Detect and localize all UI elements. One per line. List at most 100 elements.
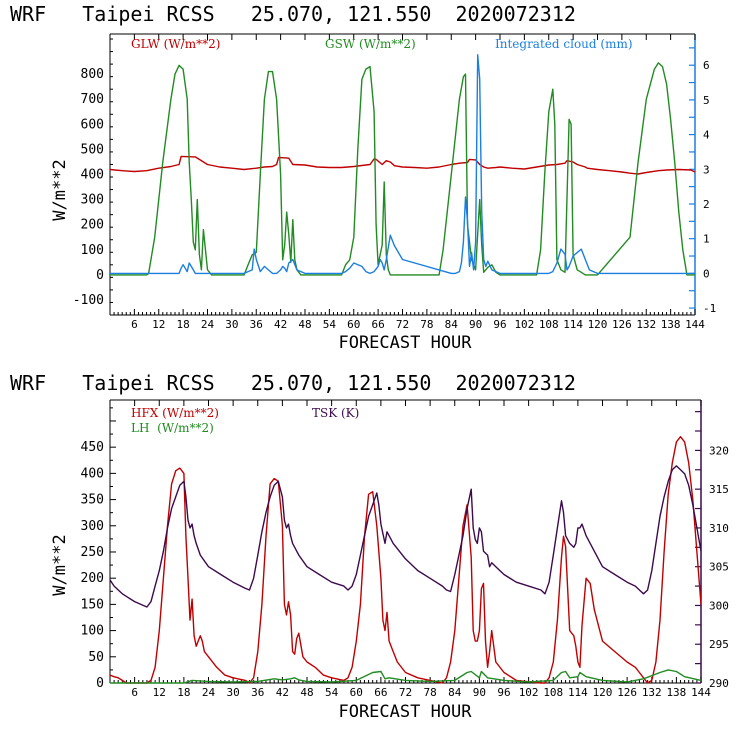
y2-tick-label: 290: [709, 677, 729, 690]
y-tick-label: 100: [81, 243, 104, 258]
y-tick-label: 450: [81, 440, 104, 455]
y-tick-label: 300: [81, 193, 104, 208]
y-tick-label: 0: [96, 676, 104, 691]
y2-tick-label: 4: [703, 129, 710, 142]
chart-title: WRF Taipei RCSS 25.070, 121.550 20200723…: [10, 371, 576, 395]
y-tick-label: -100: [73, 293, 104, 308]
y-tick-label: 700: [81, 92, 104, 107]
legend-cloud: Integrated cloud (mm): [495, 37, 633, 51]
y-tick-label: 250: [81, 545, 104, 560]
y2-tick-label: 5: [703, 94, 710, 107]
y2-tick-label: 295: [709, 638, 729, 651]
y2-tick-label: 300: [709, 599, 729, 612]
y-tick-label: 350: [81, 493, 104, 508]
x-tick-label: 78: [420, 318, 433, 331]
x-tick-label: 132: [642, 686, 662, 699]
x-tick-label: 108: [539, 318, 559, 331]
y2-tick-label: 320: [709, 444, 729, 457]
series-line-integrated-cloud: [110, 54, 695, 275]
legend-tsk: TSK (K): [312, 406, 359, 420]
series-line-gsw: [110, 62, 695, 276]
x-tick-label: 114: [563, 318, 583, 331]
x-tick-label: 138: [661, 318, 681, 331]
legend-lh: LH (W/m**2): [131, 421, 214, 435]
y-tick-label: 100: [81, 624, 104, 639]
series-line-glw: [109, 155, 696, 175]
x-tick-label: 66: [374, 686, 387, 699]
y-tick-label: 200: [81, 218, 104, 233]
series-group: [109, 436, 702, 684]
y-tick-label: 200: [81, 571, 104, 586]
chart-title: WRF Taipei RCSS 25.070, 121.550 20200723…: [10, 2, 576, 26]
x-tick-label: 24: [202, 686, 216, 699]
x-tick-label: 48: [298, 318, 311, 331]
axes-frame: [109, 33, 696, 316]
y-tick-label: 300: [81, 519, 104, 534]
x-tick-label: 90: [469, 318, 482, 331]
y2-tick-label: 6: [703, 59, 710, 72]
x-tick-label: 42: [274, 318, 287, 331]
x-tick-label: 108: [543, 686, 563, 699]
x-tick-label: 78: [424, 686, 437, 699]
x-tick-label: 6: [131, 318, 138, 331]
x-tick-label: 6: [131, 686, 138, 699]
tick-group: 6 12 18 24 30 36 42 48 54 60 66 72 78 84 90 96 102 108 114…: [73, 59, 717, 331]
x-tick-label: 102: [514, 318, 534, 331]
x-tick-label: 36: [250, 318, 263, 331]
x-tick-label: 30: [225, 318, 238, 331]
x-tick-label: 72: [396, 318, 409, 331]
x-tick-label: 138: [666, 686, 686, 699]
x-tick-label: 126: [612, 318, 632, 331]
y-tick-label: 400: [81, 168, 104, 183]
series-group: [109, 54, 696, 276]
y-axis-label: W/m**2: [50, 159, 70, 220]
x-tick-label: 84: [448, 686, 462, 699]
x-tick-label: 144: [691, 686, 711, 699]
x-tick-label: 54: [325, 686, 339, 699]
y2-tick-label: -1: [703, 302, 716, 315]
x-tick-label: 72: [399, 686, 412, 699]
series-line-hfx: [109, 436, 702, 684]
x-tick-label: 54: [323, 318, 337, 331]
x-tick-label: 18: [177, 686, 190, 699]
x-tick-label: 36: [251, 686, 264, 699]
x-tick-label: 126: [617, 686, 637, 699]
y-tick-label: 500: [81, 142, 104, 157]
x-tick-label: 60: [350, 686, 363, 699]
y2-tick-label: 315: [709, 483, 729, 496]
x-tick-label: 42: [276, 686, 289, 699]
x-tick-label: 96: [497, 686, 510, 699]
legend-gsw: GSW (W/m**2): [325, 37, 416, 51]
series-line-lh: [110, 669, 702, 684]
x-tick-label: 144: [685, 318, 705, 331]
x-tick-label: 48: [300, 686, 313, 699]
x-tick-label: 18: [177, 318, 190, 331]
y2-tick-label: 305: [709, 561, 729, 574]
x-tick-label: 66: [372, 318, 385, 331]
x-axis-label: FORECAST HOUR: [338, 333, 472, 353]
chart-top: WRF Taipei RCSS 25.070, 121.550 20200723…: [10, 2, 716, 353]
y2-tick-label: 3: [703, 163, 710, 176]
legend-glw: GLW (W/m**2): [131, 37, 220, 51]
y-tick-label: 0: [96, 268, 104, 283]
x-axis-label: FORECAST HOUR: [338, 702, 472, 722]
y2-tick-label: 310: [709, 522, 729, 535]
y-tick-label: 150: [81, 597, 104, 612]
x-tick-label: 90: [473, 686, 486, 699]
y-axis-label: W/m**2: [50, 534, 70, 595]
x-tick-label: 114: [568, 686, 588, 699]
x-tick-label: 24: [201, 318, 215, 331]
x-tick-label: 120: [593, 686, 613, 699]
x-tick-label: 102: [519, 686, 539, 699]
legend-hfx: HFX (W/m**2): [131, 406, 219, 420]
x-tick-label: 60: [347, 318, 360, 331]
x-tick-label: 12: [153, 686, 166, 699]
y-tick-label: 600: [81, 117, 104, 132]
x-tick-label: 84: [445, 318, 459, 331]
y-tick-label: 800: [81, 67, 104, 82]
x-tick-label: 30: [227, 686, 240, 699]
series-line-tsk: [109, 465, 702, 608]
y2-tick-label: 2: [703, 198, 710, 211]
x-tick-label: 12: [152, 318, 165, 331]
